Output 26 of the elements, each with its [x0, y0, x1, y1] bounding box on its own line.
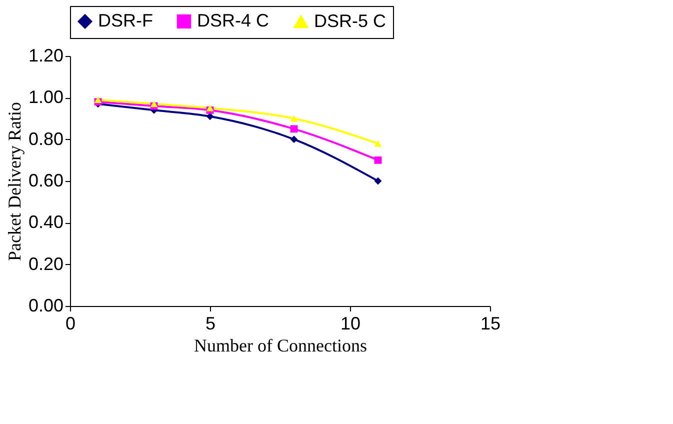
legend-label: DSR-5 C	[314, 10, 386, 31]
point	[374, 156, 382, 164]
y-tick-label: 1.00	[28, 87, 64, 108]
point	[150, 100, 158, 108]
y-tick-label: 0.60	[28, 170, 64, 190]
x-axis-title: Number of Connections	[194, 336, 367, 356]
point	[206, 112, 214, 120]
point	[94, 96, 102, 103]
legend-label: DSR-F	[98, 10, 153, 30]
y-tick-label: 1.20	[28, 46, 64, 66]
x-tick-label: 5	[205, 314, 216, 334]
y-tick-label: 0.20	[28, 254, 64, 274]
x-tick-label: 15	[480, 314, 501, 334]
y-tick-label: 0.40	[28, 212, 64, 232]
y-tick-label: 0.00	[28, 296, 64, 316]
point	[290, 136, 298, 144]
point	[290, 115, 298, 122]
x-tick-label: 10	[340, 314, 361, 334]
point	[206, 104, 214, 112]
point	[290, 125, 298, 133]
point	[374, 177, 382, 185]
y-axis-title: Packet Delivery Ratio	[4, 102, 24, 261]
point	[374, 140, 382, 147]
legend-label: DSR-4 C	[197, 10, 270, 30]
y-tick-label: 0.80	[28, 128, 64, 149]
x-tick-label: 0	[65, 314, 76, 334]
